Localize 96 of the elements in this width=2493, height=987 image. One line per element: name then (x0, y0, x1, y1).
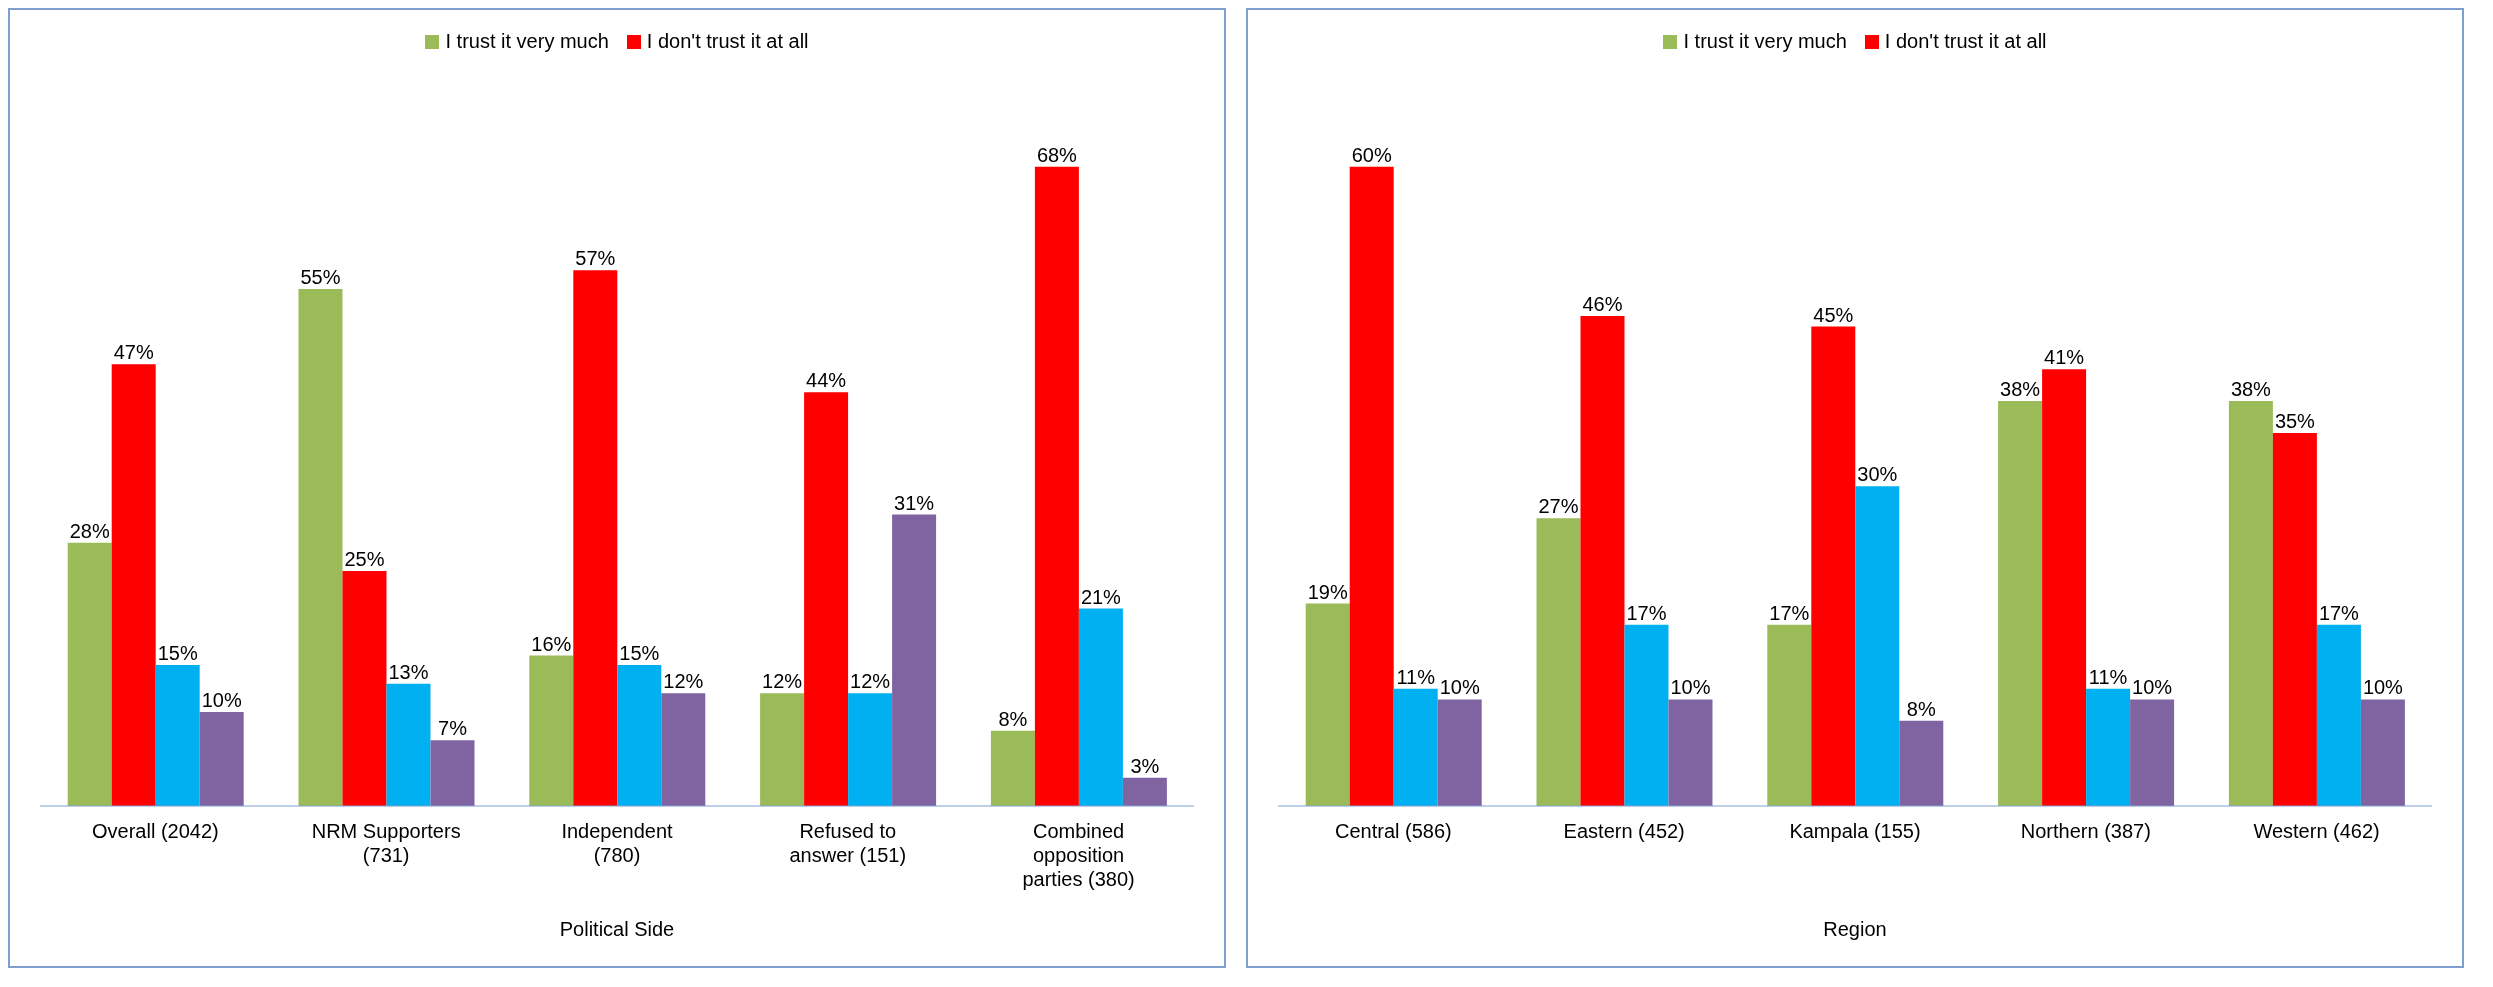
bar (1668, 699, 1713, 806)
data-label: 11% (1396, 665, 1436, 688)
data-label: 10% (1439, 676, 1480, 699)
data-label: 10% (2132, 676, 2173, 699)
legend-label: I trust it very much (445, 30, 609, 53)
bar (1122, 777, 1167, 806)
bar (2042, 369, 2087, 806)
data-label: 57% (575, 247, 616, 270)
x-tick-label: Kampala (155) (1789, 820, 1921, 842)
data-label: 3% (1130, 754, 1160, 777)
data-label: 45% (1813, 303, 1854, 326)
data-label: 8% (1906, 697, 1936, 720)
bar (1305, 603, 1350, 806)
data-label: 38% (2230, 378, 2272, 401)
legend-label: I trust it very much (1683, 30, 1847, 53)
legend-label: I don't trust it at all (646, 30, 809, 53)
x-axis-title: Region (1823, 918, 1887, 940)
data-label: 35% (2274, 410, 2316, 433)
bar (2360, 699, 2405, 806)
bar (2272, 433, 2317, 806)
bar (529, 655, 574, 806)
bar (1580, 315, 1625, 806)
data-label: 30% (1857, 463, 1898, 486)
data-label: 55% (300, 265, 341, 288)
data-label: 12% (663, 670, 704, 693)
x-axis-title: Political Side (559, 918, 675, 940)
bar (1349, 166, 1394, 806)
data-label: 44% (806, 369, 847, 392)
bar (2130, 699, 2175, 806)
x-tick-label: Refused to answer (151) (789, 820, 907, 866)
bar (1536, 518, 1581, 806)
bar (617, 664, 662, 806)
data-label: 17% (2318, 601, 2360, 624)
bar (1855, 486, 1900, 806)
bar (430, 740, 475, 806)
data-label: 10% (201, 688, 242, 711)
data-label: 41% (2044, 346, 2085, 369)
x-tick-label: Independent (780) (561, 820, 674, 866)
bar (1811, 326, 1856, 806)
x-tick-label: Northern (387) (2020, 820, 2151, 842)
data-label: 47% (113, 341, 154, 364)
x-tick-label: Central (586) (1335, 820, 1452, 842)
data-label: 17% (1769, 601, 1810, 624)
x-tick-label: Eastern (452) (1563, 820, 1685, 842)
bar (804, 392, 849, 806)
data-label: 46% (1582, 292, 1623, 315)
data-label: 15% (619, 641, 660, 664)
bar (298, 288, 343, 806)
x-tick-label: NRM Supporters (731) (311, 820, 461, 866)
bar (1393, 688, 1438, 806)
bar (661, 693, 706, 806)
data-label: 19% (1307, 580, 1348, 603)
data-label: 68% (1036, 143, 1078, 166)
bar (155, 664, 200, 806)
bar (1624, 624, 1669, 806)
bar (2228, 401, 2273, 806)
bar (1078, 608, 1123, 806)
bar (892, 514, 937, 806)
bar (1899, 720, 1944, 806)
bar (2316, 624, 2361, 806)
data-label: 10% (1670, 676, 1711, 699)
bar (990, 730, 1035, 806)
data-label: 16% (531, 632, 572, 655)
bar (1767, 624, 1812, 806)
x-tick-label: Overall (2042) (92, 820, 219, 842)
data-label: 17% (1626, 601, 1667, 624)
data-label: 38% (2000, 378, 2041, 401)
data-label: 15% (157, 641, 198, 664)
data-label: 11% (2088, 665, 2128, 688)
bar (1998, 401, 2043, 806)
data-label: 7% (438, 717, 468, 740)
bar (386, 683, 431, 806)
data-label: 13% (388, 660, 429, 683)
data-label: 27% (1538, 495, 1579, 518)
x-tick-label: Western (462) (2253, 820, 2380, 842)
bar (573, 270, 618, 806)
bar (111, 364, 156, 806)
bar (1034, 166, 1079, 806)
data-label: 21% (1080, 585, 1122, 608)
data-label: 28% (69, 519, 110, 542)
data-label: 12% (850, 670, 891, 693)
bar (760, 693, 805, 806)
legend-label: I don't trust it at all (1884, 30, 2047, 53)
bar (2086, 688, 2131, 806)
data-label: 8% (998, 707, 1028, 730)
bar (1437, 699, 1482, 806)
data-label: 31% (894, 491, 935, 514)
data-label: 25% (344, 547, 385, 570)
bar (199, 711, 244, 806)
x-tick-label: Combined opposition parties (380) (1022, 820, 1135, 890)
bar (342, 570, 387, 806)
data-label: 10% (2362, 676, 2404, 699)
data-label: 12% (762, 670, 803, 693)
data-label: 60% (1351, 143, 1392, 166)
bar (848, 693, 893, 806)
bar (67, 542, 112, 806)
